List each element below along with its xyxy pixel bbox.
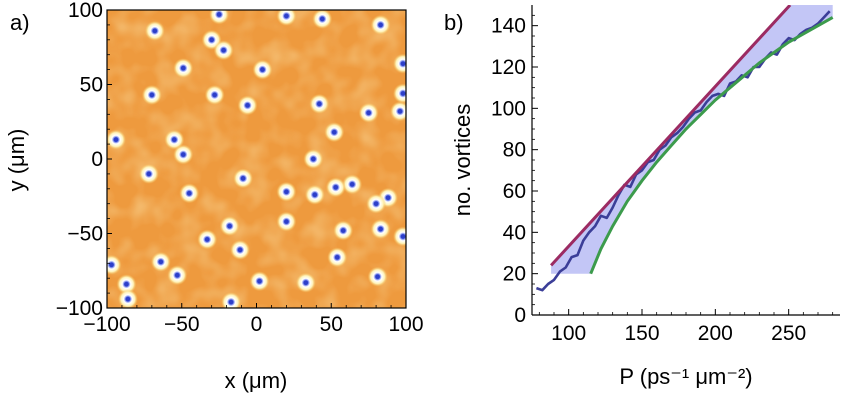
vortex-14 [309,93,330,114]
series-analytic-fit [589,16,834,275]
b-ytick-label: 60 [503,180,526,203]
vortex-4 [144,20,165,41]
b-ytick-label: 20 [503,263,526,286]
panel-a-ylabel: y (μm) [4,129,29,192]
b-ytick-label: 100 [491,97,526,120]
vortex-18 [107,129,126,150]
panel-b-axes: 0 20 40 60 80 100 120 140 100 150 200 250 [491,5,840,345]
a-ytick-label: 0 [91,148,103,171]
vortex-1 [276,10,297,26]
vortex-44 [367,266,388,287]
vortex-39 [327,247,348,268]
vortex-25 [325,177,346,198]
vortex-22 [138,163,159,184]
vortex-layer [107,10,406,308]
vortex-38 [150,251,171,272]
vortex-16 [358,102,379,123]
vortex-27 [276,181,297,202]
a-ytick-label: 100 [68,0,103,22]
vortex-36 [197,229,218,250]
panel-b-xlabel: P (ps⁻¹ μm⁻²) [619,364,752,389]
a-xtick-label: 50 [320,313,343,336]
vortex-20 [173,144,194,165]
vortex-37 [230,239,251,260]
panel-a-label: a) [10,10,30,35]
a-ytick-label: 50 [80,74,103,97]
shaded-region [551,5,833,274]
series-linear-fit [549,5,792,267]
vortex-24 [342,174,363,195]
vortex-12 [393,83,406,104]
panel-a-axes: −100 −50 0 50 100 −100 −50 0 50 100 [56,0,424,336]
vortex-32 [276,211,297,232]
vortex-21 [303,149,324,169]
a-xtick-label: 100 [388,313,423,336]
vortex-23 [233,168,254,189]
series-simulation [535,10,831,292]
a-ytick-label: −100 [56,297,103,320]
vortex-13 [237,95,258,116]
vortex-7 [173,58,194,79]
vortex-26 [179,183,200,204]
b-xtick-label: 250 [771,322,806,345]
b-ytick-label: 40 [503,221,526,244]
vortex-40 [107,254,122,275]
vortex-28 [304,184,325,205]
panel-b-label: b) [444,10,464,35]
vortex-45 [116,274,137,295]
vortex-6 [213,40,234,61]
a-xtick-label: −50 [164,313,200,336]
vortex-41 [167,265,188,286]
panel-a-heatmap: a) −100 −50 0 50 100 −100 −50 0 50 100 x (μm) y (… [4,0,424,393]
vortex-8 [252,59,273,80]
vortex-15 [390,101,406,122]
vortex-43 [295,272,316,293]
vortex-19 [164,129,185,150]
panel-b-ylabel: no. vortices [450,104,475,217]
vortex-10 [141,84,162,105]
a-xtick-label: 0 [251,313,263,336]
b-ytick-label: 0 [514,304,526,327]
vortex-2 [312,10,333,29]
vortex-46 [117,289,138,308]
vortex-30 [366,193,387,214]
vortex-9 [393,53,406,74]
panel-b-line-chart: b) 0 20 40 60 80 100 120 140 100 150 200 250 P (ps⁻… [444,5,840,389]
b-xtick-label: 200 [698,322,733,345]
vortex-0 [209,10,230,25]
vortex-34 [370,219,391,240]
vortex-42 [249,271,270,292]
vortex-17 [324,122,345,143]
b-xtick-label: 150 [624,322,659,345]
b-ytick-label: 140 [491,15,526,38]
vortex-11 [204,84,225,105]
vortex-33 [333,220,354,241]
a-ytick-label: −50 [67,223,103,246]
vortex-47 [221,292,242,308]
b-xtick-label: 100 [551,322,586,345]
vortex-35 [393,226,406,247]
a-xtick-label: −100 [83,313,130,336]
vortex-31 [219,216,240,237]
panel-a-xlabel: x (μm) [225,368,288,393]
b-ytick-label: 120 [491,56,526,79]
b-ytick-label: 80 [503,139,526,162]
vortex-3 [370,14,391,35]
